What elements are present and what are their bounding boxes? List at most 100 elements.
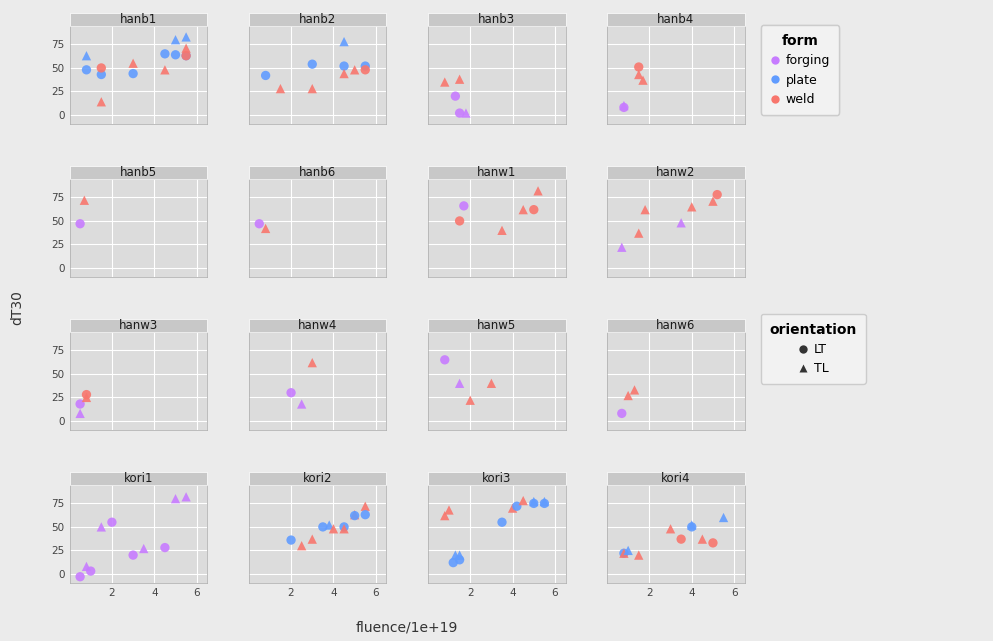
Point xyxy=(616,548,632,558)
Point xyxy=(168,494,184,504)
Point xyxy=(72,408,88,419)
Point xyxy=(336,522,352,532)
Text: kori3: kori3 xyxy=(482,472,511,485)
Point xyxy=(178,43,194,53)
FancyBboxPatch shape xyxy=(428,319,566,331)
Point xyxy=(448,91,464,101)
Point xyxy=(616,101,632,111)
FancyBboxPatch shape xyxy=(70,472,208,485)
Point xyxy=(684,202,700,212)
Point xyxy=(157,65,173,75)
Point xyxy=(627,385,642,395)
Point xyxy=(72,399,88,409)
Point xyxy=(673,218,689,228)
Point xyxy=(614,242,630,253)
Point xyxy=(72,572,88,582)
Text: hanw3: hanw3 xyxy=(119,319,158,331)
Point xyxy=(614,408,630,419)
Text: hanw5: hanw5 xyxy=(477,319,516,331)
Point xyxy=(357,501,373,512)
Text: hanb2: hanb2 xyxy=(299,13,337,26)
Text: hanw4: hanw4 xyxy=(298,319,338,331)
Point xyxy=(136,544,152,554)
Point xyxy=(445,558,461,568)
Text: hanb5: hanb5 xyxy=(120,165,157,179)
Point xyxy=(322,520,338,530)
FancyBboxPatch shape xyxy=(248,319,386,331)
Point xyxy=(631,550,646,560)
Point xyxy=(437,77,453,87)
Point xyxy=(357,65,373,75)
Point xyxy=(257,223,273,233)
Point xyxy=(638,204,653,215)
Text: kori1: kori1 xyxy=(124,472,153,485)
Text: kori2: kori2 xyxy=(303,472,333,485)
Point xyxy=(78,390,94,400)
Text: hanw3: hanw3 xyxy=(119,319,158,331)
FancyBboxPatch shape xyxy=(248,472,386,485)
Point xyxy=(157,542,173,553)
Point xyxy=(441,505,457,515)
Point xyxy=(178,51,194,61)
Point xyxy=(78,51,94,61)
Point xyxy=(452,216,468,226)
Point xyxy=(495,225,510,235)
FancyBboxPatch shape xyxy=(428,472,566,485)
FancyBboxPatch shape xyxy=(607,13,745,26)
Point xyxy=(251,219,267,229)
Point xyxy=(716,512,732,522)
Point xyxy=(125,69,141,79)
Point xyxy=(452,108,468,118)
Point xyxy=(178,32,194,42)
Point xyxy=(709,190,725,200)
Text: hanw2: hanw2 xyxy=(656,165,695,179)
Point xyxy=(326,524,342,534)
Text: hanw1: hanw1 xyxy=(477,165,516,179)
Point xyxy=(437,354,453,365)
Point xyxy=(684,520,700,530)
Point xyxy=(437,510,453,520)
FancyBboxPatch shape xyxy=(70,319,208,331)
Point xyxy=(452,378,468,388)
Text: hanb4: hanb4 xyxy=(657,13,694,26)
Point xyxy=(93,522,109,532)
Text: hanw4: hanw4 xyxy=(298,319,338,331)
Point xyxy=(78,65,94,75)
Text: hanw5: hanw5 xyxy=(477,319,516,331)
Point xyxy=(452,554,468,565)
Point xyxy=(616,548,632,558)
Point xyxy=(257,71,273,81)
Point xyxy=(631,62,646,72)
Text: hanb6: hanb6 xyxy=(299,165,337,179)
Point xyxy=(272,83,288,94)
Point xyxy=(484,378,499,388)
Point xyxy=(304,534,320,544)
Point xyxy=(347,65,362,75)
Point xyxy=(157,49,173,59)
Point xyxy=(694,534,710,544)
Point xyxy=(336,69,352,79)
Point xyxy=(336,37,352,47)
Point xyxy=(705,538,721,548)
Point xyxy=(631,228,646,238)
Text: hanb5: hanb5 xyxy=(120,166,157,179)
Point xyxy=(463,395,479,405)
Point xyxy=(93,69,109,79)
Point xyxy=(104,517,120,528)
Text: hanw6: hanw6 xyxy=(656,319,695,331)
Text: kori4: kori4 xyxy=(661,472,690,485)
Point xyxy=(526,204,542,215)
Point xyxy=(526,496,542,506)
Point xyxy=(93,97,109,107)
FancyBboxPatch shape xyxy=(248,13,386,26)
Point xyxy=(357,510,373,520)
Text: hanw1: hanw1 xyxy=(477,166,516,179)
Point xyxy=(452,550,468,560)
Point xyxy=(168,49,184,60)
FancyBboxPatch shape xyxy=(607,472,745,485)
Text: hanw2: hanw2 xyxy=(656,166,695,179)
Point xyxy=(72,219,88,229)
Point xyxy=(178,51,194,61)
Text: kori4: kori4 xyxy=(661,472,690,485)
FancyBboxPatch shape xyxy=(70,13,208,26)
